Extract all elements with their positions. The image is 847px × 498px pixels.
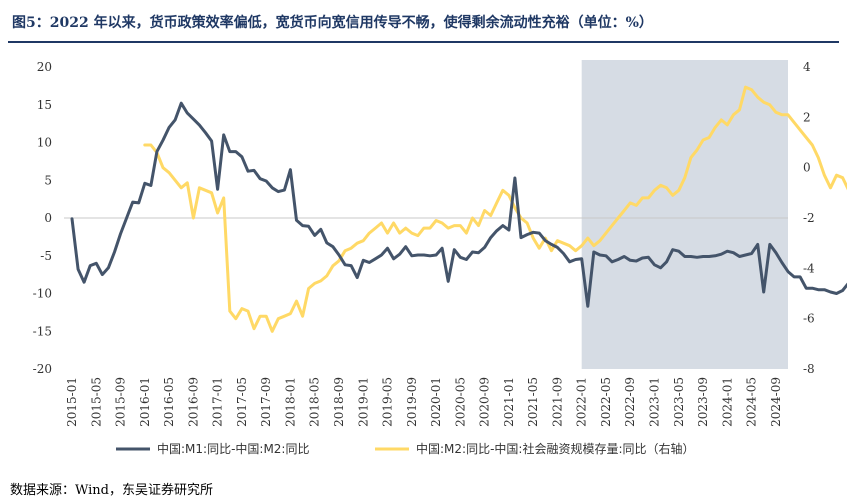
x-tick-label: 2019-09 <box>405 377 419 427</box>
y-right-tick-label: -6 <box>803 312 815 326</box>
y-left-tick-label: -15 <box>33 324 52 338</box>
x-tick-label: 2021-01 <box>502 377 516 427</box>
figure-title: 图5：2022 年以来，货币政策效率偏低，宽货币向宽信用传导不畅，使得剩余流动性… <box>12 15 653 31</box>
y-right-tick-label: -8 <box>803 362 815 376</box>
series-line-m2-social-financing <box>143 85 847 333</box>
x-tick-label: 2022-01 <box>575 377 589 427</box>
x-tick-label: 2015-05 <box>89 377 103 427</box>
x-tick-label: 2023-05 <box>672 377 686 427</box>
y-left-tick-label: 10 <box>37 136 52 150</box>
x-axis: 2015-01 2015-05 2015-09 2016-01 2016-05 2016-… <box>65 377 783 427</box>
x-tick-label: 2024-01 <box>720 377 734 427</box>
x-tick-label: 2018-05 <box>308 377 322 427</box>
x-tick-label: 2020-05 <box>453 377 467 427</box>
x-tick-label: 2015-01 <box>65 377 79 427</box>
y-left-tick-label: 5 <box>44 173 52 187</box>
x-tick-label: 2020-01 <box>429 377 443 427</box>
shaded-rect <box>581 60 788 369</box>
x-tick-label: 2016-01 <box>138 377 152 427</box>
x-tick-label: 2016-05 <box>162 377 176 427</box>
source-note: 数据来源：Wind，东吴证券研究所 <box>10 483 213 498</box>
x-tick-label: 2023-01 <box>648 377 662 427</box>
y-left-tick-label: -10 <box>33 287 52 301</box>
x-tick-label: 2024-05 <box>745 377 759 427</box>
x-tick-label: 2022-05 <box>599 377 613 427</box>
x-tick-label: 2017-05 <box>235 377 249 427</box>
y-right-tick-label: 4 <box>803 60 811 74</box>
y-right-tick-label: -4 <box>803 261 815 275</box>
y-left-tick-label: 15 <box>37 98 52 112</box>
left-y-axis: 20 15 10 5 0 -5 -10 -15 -20 <box>33 60 52 376</box>
y-left-tick-label: -20 <box>33 362 52 376</box>
legend-label: 中国:M2:同比-中国:社会融资规模存量:同比（右轴） <box>416 441 695 456</box>
title-rule <box>8 41 839 43</box>
y-left-tick-label: -5 <box>40 249 52 263</box>
x-tick-label: 2017-01 <box>211 377 225 427</box>
x-tick-label: 2018-09 <box>332 377 346 427</box>
legend: 中国:M1:同比-中国:M2:同比 中国:M2:同比-中国:社会融资规模存量:同比… <box>116 441 695 456</box>
y-right-tick-label: -2 <box>803 211 815 225</box>
x-tick-label: 2019-01 <box>356 377 370 427</box>
y-right-tick-label: 0 <box>803 161 811 175</box>
y-right-tick-label: 2 <box>803 110 811 124</box>
x-tick-label: 2021-09 <box>550 377 564 427</box>
y-left-tick-label: 0 <box>44 211 52 225</box>
x-tick-label: 2021-05 <box>526 377 540 427</box>
x-tick-label: 2019-05 <box>381 377 395 427</box>
x-tick-label: 2015-09 <box>114 377 128 427</box>
series-line-m1-m2 <box>70 101 847 308</box>
legend-label: 中国:M1:同比-中国:M2:同比 <box>157 441 309 456</box>
x-tick-label: 2016-09 <box>186 377 200 427</box>
right-y-axis: 4 2 0 -2 -4 -6 -8 <box>803 60 815 376</box>
series-lines <box>70 85 847 333</box>
y-left-tick-label: 20 <box>37 60 52 74</box>
x-tick-label: 2018-01 <box>283 377 297 427</box>
x-tick-label: 2024-09 <box>769 377 783 427</box>
x-tick-label: 2022-09 <box>623 377 637 427</box>
x-tick-label: 2017-09 <box>259 377 273 427</box>
shaded-period <box>581 60 788 369</box>
x-tick-label: 2020-09 <box>478 377 492 427</box>
x-tick-label: 2023-09 <box>696 377 710 427</box>
